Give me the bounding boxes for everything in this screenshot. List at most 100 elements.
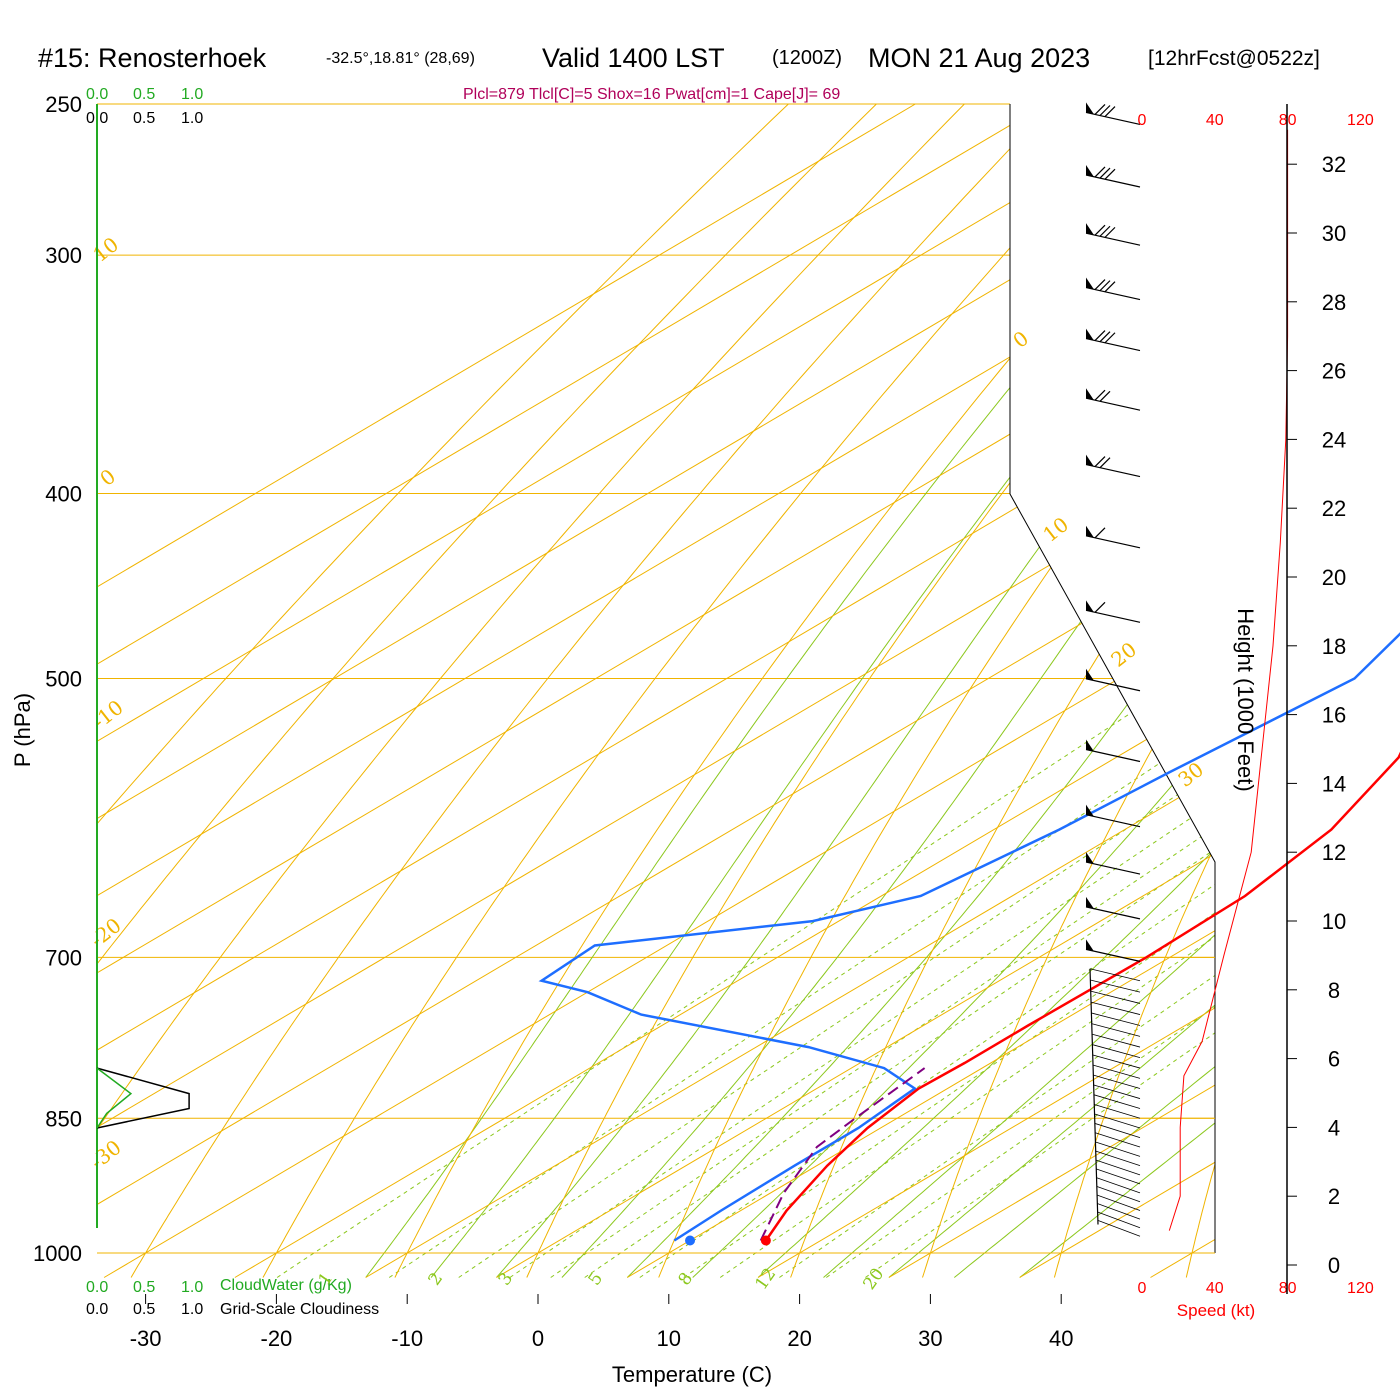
wind-panel-mask — [1010, 102, 1295, 1294]
mixing-ratio-line — [826, 1006, 1215, 1278]
temperature-tick-label: 40 — [1049, 1326, 1073, 1351]
mixing-ratio-line — [865, 1032, 1215, 1278]
isotherm-line — [365, 775, 1215, 1278]
height-tick-label: 14 — [1322, 771, 1346, 796]
dry-adiabat-label: -30 — [86, 1135, 126, 1174]
wind-barb-staff — [1092, 1074, 1141, 1089]
pressure-tick-label: 250 — [45, 92, 82, 117]
speed-tick-label: 0 — [1138, 112, 1147, 129]
wind-barb-staff — [1096, 1186, 1141, 1203]
wind-barb-staff — [1085, 535, 1141, 549]
wind-barb-flag — [1094, 456, 1106, 467]
wind-barb-pennant — [1086, 896, 1094, 909]
cloudiness-tick: 1.0 — [181, 1301, 203, 1318]
wind-barb-staff — [1097, 1203, 1141, 1220]
wind-barb-staff — [1091, 1023, 1141, 1037]
speed-tick-label: 120 — [1347, 1280, 1374, 1297]
cloudwater-tick: 0.5 — [133, 86, 155, 103]
speed-tick-label: 0 — [1138, 1280, 1147, 1297]
wind-barb-staff — [1095, 1159, 1141, 1176]
cloudwater-scale-bottom: 0.0 0.5 1.0 CloudWater (g/Kg) 0.0 0.5 1.… — [86, 1277, 379, 1318]
wind-barbs — [1085, 102, 1141, 1237]
wind-barb-edge — [1089, 968, 1099, 1225]
wind-barb-staff — [1085, 814, 1141, 828]
wind-barb-staff — [1085, 678, 1141, 692]
isotherm-line — [757, 1007, 1215, 1278]
mixing-ratio-label: 5 — [585, 1269, 608, 1289]
dry-adiabat-line — [922, 637, 1215, 1278]
height-tick-label: 4 — [1328, 1115, 1340, 1140]
isotherm-line — [97, 389, 1215, 1051]
temperature-tick-label: 10 — [657, 1326, 681, 1351]
wind-barb-staff — [1095, 1150, 1141, 1167]
wind-barb-flag — [1094, 224, 1106, 236]
dry-adiabat-label: 10 — [88, 232, 123, 267]
wind-barb-flag — [1094, 330, 1106, 341]
wind-speed-line — [1168, 129, 1289, 1231]
mixing-ratio-line — [584, 848, 1215, 1278]
parcel-line — [759, 1067, 926, 1241]
wind-barb-staff — [1091, 1033, 1141, 1048]
cloudiness-tick: 0.0 — [86, 1301, 108, 1318]
mixing-ratio-line — [719, 936, 1215, 1278]
wind-barb-flag — [1099, 280, 1111, 292]
dry-adiabat-line — [97, 104, 965, 1131]
wind-barb-pennant — [1086, 454, 1094, 467]
height-tick-label: 12 — [1322, 840, 1346, 865]
wind-barb-flag — [1099, 105, 1111, 116]
height-tick-label: 2 — [1328, 1184, 1340, 1209]
wind-barb — [1085, 388, 1141, 411]
isotherm-line — [103, 621, 1215, 1278]
dry-adiabat-label: -10 — [88, 695, 128, 734]
wind-barb — [1085, 739, 1141, 763]
wind-barb — [1085, 102, 1141, 125]
temperature-tick-label: -20 — [261, 1326, 293, 1351]
cloudiness-tick: 0.5 — [133, 110, 155, 127]
wind-barb-flag — [1094, 389, 1106, 401]
temperature-tick-label: -10 — [391, 1326, 423, 1351]
wind-barb-flag — [1094, 527, 1106, 539]
forecast-info: [12hrFcst@0522z] — [1148, 47, 1320, 70]
cloudiness-profile — [96, 1067, 190, 1129]
pressure-tick-label: 700 — [45, 945, 82, 970]
wind-barb-staff — [1085, 609, 1141, 623]
wind-barb — [1085, 939, 1141, 962]
zulu-time: (1200Z) — [772, 47, 842, 69]
wind-barb-flag — [1099, 225, 1111, 237]
wind-barb-staff — [1096, 1177, 1141, 1194]
wind-barb-staff — [1085, 906, 1141, 920]
isotherm-line — [97, 158, 1215, 820]
wind-barb-staff — [1094, 1113, 1141, 1129]
wind-barb-staff — [1085, 748, 1141, 763]
dry-adiabat-line — [1053, 844, 1215, 1278]
speed-tick-label: 40 — [1206, 1280, 1224, 1297]
height-tick-label: 10 — [1322, 909, 1346, 934]
wind-barb — [1085, 223, 1141, 246]
pressure-axis-label: P (hPa) — [10, 693, 35, 767]
wind-barb-staff — [1089, 968, 1141, 982]
dry-adiabat-line — [130, 104, 1053, 1278]
pressure-tick-label: 1000 — [33, 1241, 82, 1266]
wind-barb-flag — [1099, 167, 1111, 179]
wind-barb-flag — [1104, 226, 1116, 238]
cloudiness-label: Grid-Scale Cloudiness — [220, 1301, 379, 1318]
station-coords: -32.5°,18.81° (28,69) — [326, 50, 475, 67]
wind-barb-flag — [1099, 331, 1111, 343]
dry-adiabat-line — [97, 104, 877, 965]
mixing-ratio-label: 8 — [675, 1269, 698, 1289]
dry-adiabat-label: -20 — [86, 913, 126, 952]
isotherm-line — [97, 104, 916, 588]
cloudwater-tick: 0.0 — [86, 1279, 108, 1296]
isotherm-line — [496, 852, 1215, 1278]
height-tick-label: 16 — [1322, 703, 1346, 728]
temperature-line — [764, 751, 1400, 1242]
wind-barb-staff — [1093, 1103, 1141, 1119]
wind-barb-pennant — [1086, 277, 1094, 290]
wind-barb — [1085, 277, 1141, 301]
wind-barb-pennant — [1086, 804, 1094, 817]
isotherm-line — [97, 104, 1178, 742]
mixing-ratio-label: 20 — [860, 1265, 889, 1294]
wind-barb-pennant — [1086, 525, 1094, 538]
wind-barb-staff — [1085, 337, 1141, 352]
